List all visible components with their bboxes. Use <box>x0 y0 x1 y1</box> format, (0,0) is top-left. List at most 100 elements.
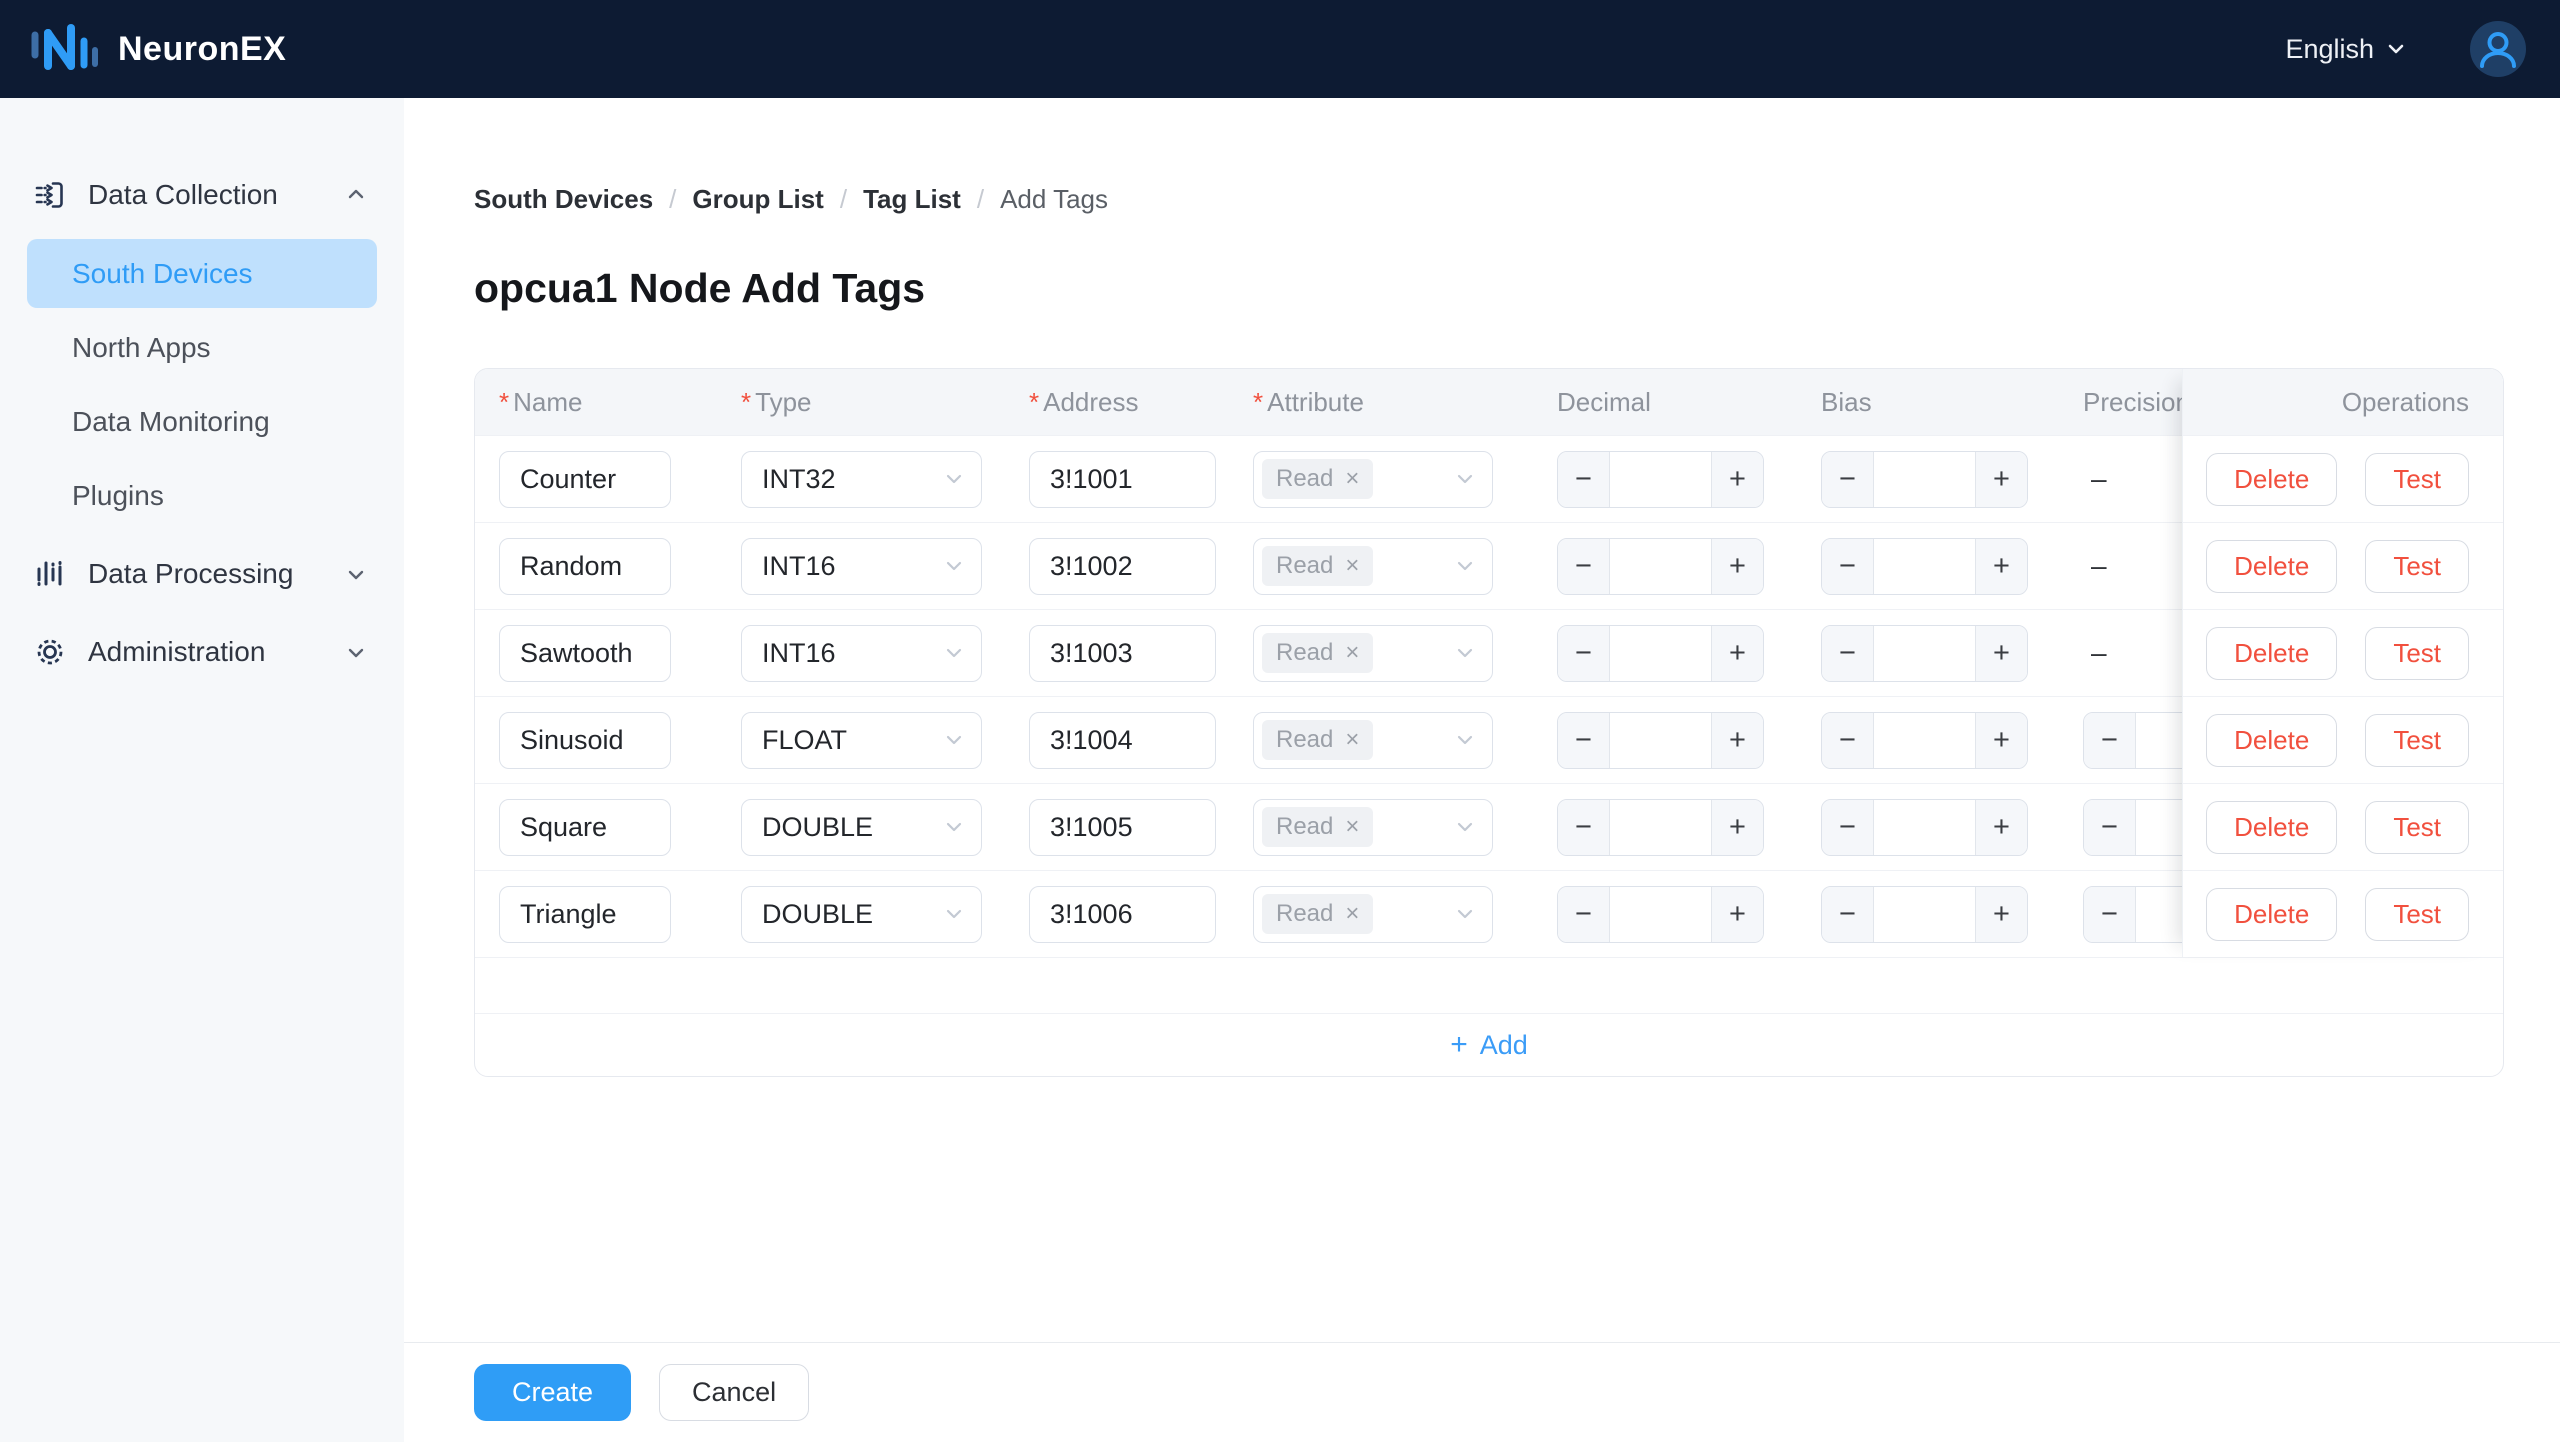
sidebar-item-south-devices[interactable]: South Devices <box>27 239 377 308</box>
tag-type-select[interactable]: INT16 <box>741 537 982 595</box>
tag-name-input[interactable] <box>499 711 671 769</box>
bias-input[interactable] <box>1874 451 1975 507</box>
bias-input[interactable] <box>1874 712 1975 768</box>
decimal-input[interactable] <box>1610 625 1711 681</box>
test-tag-button[interactable]: Test <box>2365 713 2469 767</box>
tag-address-input[interactable] <box>1029 711 1216 769</box>
bias-input[interactable] <box>1874 625 1975 681</box>
decrease-button[interactable]: − <box>2084 886 2136 942</box>
bias-input[interactable] <box>1874 538 1975 594</box>
tag-name-input[interactable] <box>499 537 671 595</box>
tag-attribute-select[interactable]: Read × <box>1253 885 1493 943</box>
sidebar-section-data-collection[interactable]: Data Collection <box>0 156 404 234</box>
tag-type-select[interactable]: DOUBLE <box>741 885 982 943</box>
tag-address-input[interactable] <box>1029 798 1216 856</box>
delete-tag-button[interactable]: Delete <box>2206 452 2338 506</box>
increase-button[interactable]: + <box>1711 538 1763 594</box>
test-tag-button[interactable]: Test <box>2365 539 2469 593</box>
increase-button[interactable]: + <box>1975 538 2027 594</box>
decrease-button[interactable]: − <box>2084 799 2136 855</box>
increase-button[interactable]: + <box>1711 625 1763 681</box>
bias-input[interactable] <box>1874 799 1975 855</box>
delete-tag-button[interactable]: Delete <box>2206 626 2338 680</box>
remove-tag-icon[interactable]: × <box>1345 726 1360 753</box>
decimal-input[interactable] <box>1610 538 1711 594</box>
tag-type-select[interactable]: FLOAT <box>741 711 982 769</box>
decrease-button[interactable]: − <box>1558 712 1610 768</box>
remove-tag-icon[interactable]: × <box>1345 552 1360 579</box>
breadcrumb-tag-list[interactable]: Tag List <box>863 184 961 214</box>
user-avatar[interactable] <box>2470 21 2526 77</box>
tag-address-input[interactable] <box>1029 450 1216 508</box>
decrease-button[interactable]: − <box>2084 712 2136 768</box>
decrease-button[interactable]: − <box>1822 886 1874 942</box>
delete-tag-button[interactable]: Delete <box>2206 800 2338 854</box>
sidebar-section-administration[interactable]: Administration <box>0 613 404 691</box>
tag-name-input[interactable] <box>499 798 671 856</box>
create-button[interactable]: Create <box>474 1364 632 1421</box>
increase-button[interactable]: + <box>1975 451 2027 507</box>
tag-name-input[interactable] <box>499 624 671 682</box>
decrease-button[interactable]: − <box>1822 451 1874 507</box>
decimal-input[interactable] <box>1610 799 1711 855</box>
delete-tag-button[interactable]: Delete <box>2206 887 2338 941</box>
sidebar-item-label: South Devices <box>72 257 253 289</box>
decimal-input[interactable] <box>1610 886 1711 942</box>
decrease-button[interactable]: − <box>1558 538 1610 594</box>
sidebar-item-plugins[interactable]: Plugins <box>27 461 377 530</box>
decrease-button[interactable]: − <box>1558 886 1610 942</box>
tag-type-select[interactable]: INT16 <box>741 624 982 682</box>
decrease-button[interactable]: − <box>1822 625 1874 681</box>
tag-attribute-select[interactable]: Read × <box>1253 537 1493 595</box>
decrease-button[interactable]: − <box>1558 799 1610 855</box>
decrease-button[interactable]: − <box>1822 712 1874 768</box>
tag-attribute-select[interactable]: Read × <box>1253 450 1493 508</box>
test-tag-button[interactable]: Test <box>2365 800 2469 854</box>
sidebar-section-data-processing[interactable]: Data Processing <box>0 535 404 613</box>
tag-type-select[interactable]: DOUBLE <box>741 798 982 856</box>
increase-button[interactable]: + <box>1711 451 1763 507</box>
decrease-button[interactable]: − <box>1822 799 1874 855</box>
tag-address-input[interactable] <box>1029 537 1216 595</box>
decrease-button[interactable]: − <box>1558 625 1610 681</box>
increase-button[interactable]: + <box>1975 625 2027 681</box>
increase-button[interactable]: + <box>1711 799 1763 855</box>
increase-button[interactable]: + <box>1711 712 1763 768</box>
increase-button[interactable]: + <box>1711 886 1763 942</box>
decimal-input[interactable] <box>1610 712 1711 768</box>
sidebar-section-label: Data Processing <box>88 558 294 589</box>
increase-button[interactable]: + <box>1975 886 2027 942</box>
remove-tag-icon[interactable]: × <box>1345 465 1360 492</box>
tag-attribute-select[interactable]: Read × <box>1253 624 1493 682</box>
test-tag-button[interactable]: Test <box>2365 887 2469 941</box>
sidebar-item-data-monitoring[interactable]: Data Monitoring <box>27 387 377 456</box>
bias-input[interactable] <box>1874 886 1975 942</box>
test-tag-button[interactable]: Test <box>2365 626 2469 680</box>
remove-tag-icon[interactable]: × <box>1345 813 1360 840</box>
breadcrumb-south-devices[interactable]: South Devices <box>474 184 654 214</box>
increase-button[interactable]: + <box>1975 799 2027 855</box>
delete-tag-button[interactable]: Delete <box>2206 713 2338 767</box>
language-selector[interactable]: English <box>2285 34 2408 65</box>
tag-name-input[interactable] <box>499 885 671 943</box>
tag-type-select[interactable]: INT32 <box>741 450 982 508</box>
breadcrumb-group-list[interactable]: Group List <box>692 184 824 214</box>
delete-tag-button[interactable]: Delete <box>2206 539 2338 593</box>
tag-address-input[interactable] <box>1029 624 1216 682</box>
increase-button[interactable]: + <box>1975 712 2027 768</box>
tag-name-input[interactable] <box>499 450 671 508</box>
sidebar-item-north-apps[interactable]: North Apps <box>27 313 377 382</box>
decrease-button[interactable]: − <box>1558 451 1610 507</box>
add-tag-button[interactable]: + Add <box>1450 1028 1528 1061</box>
decrease-button[interactable]: − <box>1822 538 1874 594</box>
test-tag-button[interactable]: Test <box>2365 452 2469 506</box>
cancel-button[interactable]: Cancel <box>659 1364 810 1421</box>
tag-attribute-select[interactable]: Read × <box>1253 798 1493 856</box>
column-header-precision: Precision <box>2083 386 2190 417</box>
tag-attribute-select[interactable]: Read × <box>1253 711 1493 769</box>
decimal-input[interactable] <box>1610 451 1711 507</box>
remove-tag-icon[interactable]: × <box>1345 900 1360 927</box>
brand[interactable]: NeuronEX <box>30 19 286 79</box>
remove-tag-icon[interactable]: × <box>1345 639 1360 666</box>
tag-address-input[interactable] <box>1029 885 1216 943</box>
